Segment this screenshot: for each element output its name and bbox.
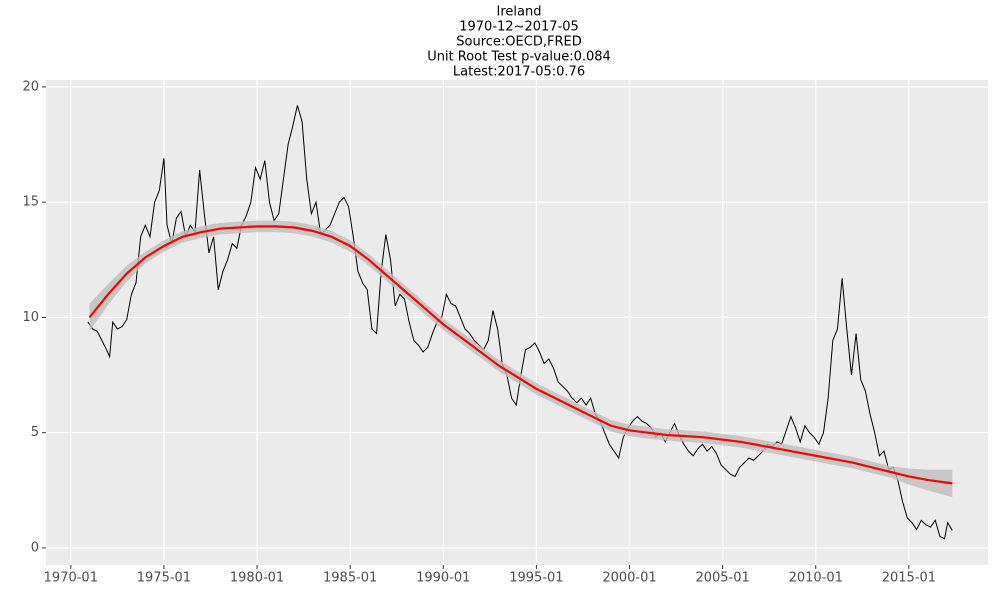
x-tick-label: 1975-01 (137, 571, 191, 586)
chart-subtitle: Unit Root Test p-value:0.084 (427, 50, 611, 65)
y-tick-label: 10 (22, 310, 39, 325)
x-tick-label: 2005-01 (695, 571, 749, 586)
x-tick-label: 1985-01 (323, 571, 377, 586)
chart-subtitle: Latest:2017-05:0.76 (453, 65, 585, 80)
chart-title: Ireland (497, 5, 542, 20)
y-tick-label: 5 (31, 425, 39, 440)
x-tick-label: 2010-01 (789, 571, 843, 586)
chart-subtitle: Source:OECD,FRED (456, 35, 581, 50)
x-tick-label: 2015-01 (882, 571, 936, 586)
smooth-line (88, 225, 953, 485)
x-tick-label: 1980-01 (230, 571, 284, 586)
y-tick-label: 20 (22, 79, 39, 94)
y-tick-label: 15 (22, 195, 39, 210)
x-tick-label: 2000-01 (602, 571, 656, 586)
confidence-band (89, 220, 953, 498)
x-tick-label: 1995-01 (509, 571, 563, 586)
plot-panel (46, 80, 988, 565)
y-tick-label: 0 (31, 540, 39, 555)
chart-subtitle: 1970-12~2017-05 (459, 20, 579, 35)
x-tick-label: 1970-01 (44, 571, 98, 586)
data-line (87, 105, 953, 540)
x-tick-label: 1990-01 (416, 571, 470, 586)
